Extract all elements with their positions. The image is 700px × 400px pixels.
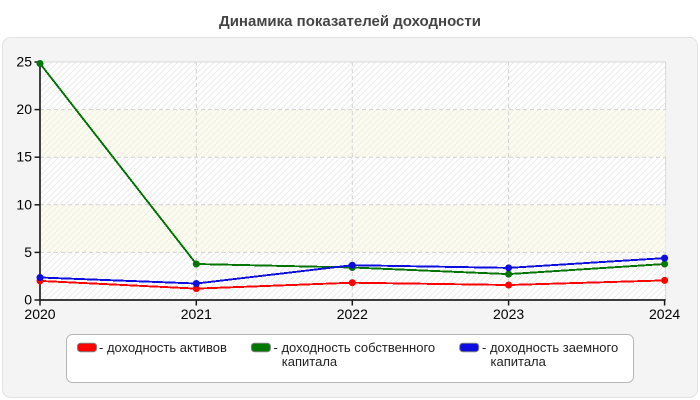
svg-text:15: 15 bbox=[16, 149, 32, 165]
svg-text:- доходность заемного: - доходность заемного bbox=[482, 340, 618, 355]
svg-text:25: 25 bbox=[16, 54, 32, 70]
svg-text:2024: 2024 bbox=[649, 306, 680, 322]
svg-text:0: 0 bbox=[24, 292, 32, 308]
svg-text:2022: 2022 bbox=[337, 306, 368, 322]
svg-text:капитала: капитала bbox=[282, 354, 338, 369]
svg-text:2023: 2023 bbox=[493, 306, 524, 322]
svg-text:Динамика показателей доходност: Динамика показателей доходности bbox=[219, 13, 481, 30]
svg-text:2020: 2020 bbox=[24, 306, 55, 322]
svg-text:- доходность активов: - доходность активов bbox=[99, 340, 227, 355]
svg-text:10: 10 bbox=[16, 196, 32, 212]
svg-text:5: 5 bbox=[24, 244, 32, 260]
svg-text:капитала: капитала bbox=[491, 354, 547, 369]
svg-text:20: 20 bbox=[16, 101, 32, 117]
svg-text:2021: 2021 bbox=[181, 306, 212, 322]
svg-text:- доходность собственного: - доходность собственного bbox=[274, 340, 436, 355]
